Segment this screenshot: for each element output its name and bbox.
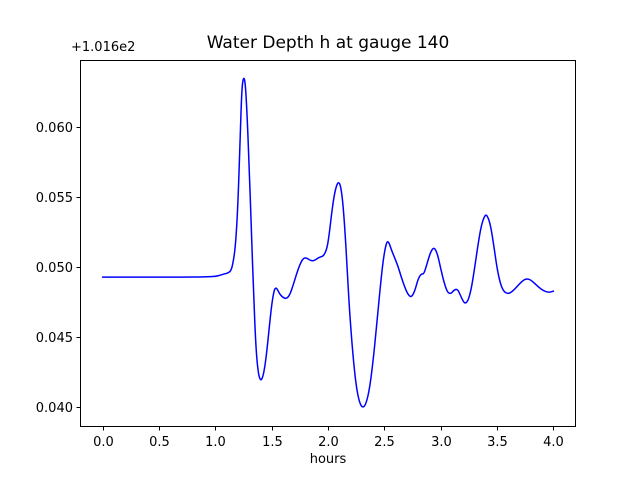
x-tick-label: 2.0 [318,435,339,450]
y-tick-label: 0.040 [36,401,73,416]
x-tick-label: 0.5 [149,435,170,450]
y-tick-label: 0.055 [36,191,73,206]
axes-frame [80,60,576,427]
x-tick-label: 1.5 [262,435,283,450]
y-axis-offset-label: +1.016e2 [71,40,136,55]
x-tick-label: 3.5 [487,435,508,450]
x-tick-label: 2.5 [374,435,395,450]
y-tick-label: 0.045 [36,331,73,346]
y-tick-label: 0.060 [36,121,73,136]
x-tick-label: 1.0 [205,435,226,450]
x-tick-label: 0.0 [93,435,114,450]
y-tick-label: 0.050 [36,261,73,276]
x-tick-label: 4.0 [543,435,564,450]
x-tick-label: 3.0 [431,435,452,450]
x-axis-label: hours [309,452,347,467]
chart-title: Water Depth h at gauge 140 [206,33,450,53]
data-line [101,77,555,408]
